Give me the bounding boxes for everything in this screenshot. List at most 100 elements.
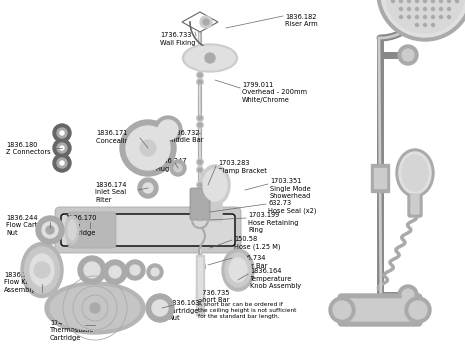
Circle shape (198, 160, 202, 164)
Ellipse shape (402, 155, 428, 191)
Text: 1836.247
Plug: 1836.247 Plug (155, 158, 186, 172)
Circle shape (399, 0, 403, 2)
Circle shape (381, 0, 465, 37)
FancyBboxPatch shape (61, 214, 235, 246)
Circle shape (130, 265, 140, 275)
Circle shape (416, 23, 418, 27)
Circle shape (84, 262, 100, 278)
Text: 1836.170
Flow
Cartridge: 1836.170 Flow Cartridge (65, 215, 97, 236)
Circle shape (198, 168, 202, 172)
Circle shape (416, 0, 418, 2)
Circle shape (151, 268, 159, 276)
Circle shape (120, 120, 176, 176)
Circle shape (198, 80, 202, 84)
Circle shape (42, 222, 58, 238)
Circle shape (57, 143, 67, 153)
Circle shape (196, 206, 204, 214)
Circle shape (152, 300, 168, 316)
Circle shape (60, 131, 64, 135)
Circle shape (200, 16, 212, 28)
Ellipse shape (222, 249, 254, 291)
Circle shape (377, 0, 465, 41)
Circle shape (385, 0, 465, 33)
Circle shape (198, 216, 202, 220)
Circle shape (196, 188, 204, 196)
Text: 150.58
Hose (1.25 M): 150.58 Hose (1.25 M) (234, 236, 280, 250)
Circle shape (447, 0, 451, 2)
Bar (196, 255, 204, 300)
Circle shape (398, 45, 418, 65)
Circle shape (36, 216, 64, 244)
Circle shape (399, 15, 403, 19)
Text: 1736.733
Wall Fixing: 1736.733 Wall Fixing (160, 32, 195, 46)
Circle shape (424, 7, 426, 10)
Circle shape (432, 23, 434, 27)
Circle shape (174, 164, 182, 172)
Text: 1836.166
Flow Knob
Assembly: 1836.166 Flow Knob Assembly (4, 272, 38, 293)
Circle shape (398, 285, 418, 305)
Circle shape (409, 301, 427, 319)
Bar (374, 168, 386, 188)
Circle shape (198, 73, 202, 77)
Ellipse shape (30, 254, 54, 286)
Circle shape (196, 121, 204, 129)
Ellipse shape (229, 258, 247, 282)
Circle shape (196, 114, 204, 122)
Circle shape (138, 178, 158, 198)
Circle shape (78, 256, 106, 284)
Text: 1836.174
Inlet Seal
Filter: 1836.174 Inlet Seal Filter (95, 182, 126, 203)
Ellipse shape (399, 152, 431, 194)
Ellipse shape (185, 46, 235, 70)
Circle shape (416, 15, 418, 19)
Circle shape (447, 15, 451, 19)
Circle shape (432, 15, 434, 19)
Bar (198, 257, 202, 298)
Circle shape (198, 123, 202, 127)
Bar (196, 290, 204, 315)
Circle shape (53, 139, 71, 157)
Circle shape (103, 260, 127, 284)
Circle shape (407, 0, 411, 2)
Circle shape (90, 303, 100, 313)
Text: 1836.171
Concealing Plates: 1836.171 Concealing Plates (96, 130, 155, 144)
Text: 1736.735
Short Bar: 1736.735 Short Bar (198, 290, 230, 303)
Ellipse shape (65, 216, 79, 244)
Circle shape (53, 124, 71, 142)
Text: 1703.351
Single Mode
Showerhead: 1703.351 Single Mode Showerhead (270, 178, 312, 199)
Circle shape (196, 78, 204, 86)
FancyBboxPatch shape (408, 191, 422, 217)
Circle shape (198, 190, 202, 194)
FancyBboxPatch shape (68, 212, 116, 248)
Circle shape (60, 161, 64, 165)
Circle shape (407, 15, 411, 19)
Circle shape (196, 214, 204, 222)
Ellipse shape (182, 44, 238, 72)
Circle shape (146, 294, 174, 322)
Circle shape (57, 128, 67, 138)
Circle shape (57, 158, 67, 168)
Text: 1836.182
Riser Arm: 1836.182 Riser Arm (285, 14, 318, 28)
Circle shape (405, 297, 431, 323)
Circle shape (439, 15, 443, 19)
Circle shape (198, 116, 202, 120)
Circle shape (46, 226, 54, 234)
Circle shape (125, 260, 145, 280)
Circle shape (402, 289, 414, 301)
Circle shape (402, 49, 414, 61)
Circle shape (34, 262, 50, 278)
Text: 1736.732
Middle Bar: 1736.732 Middle Bar (168, 130, 204, 144)
Text: 1836.164
Temperature
Knob Assembly: 1836.164 Temperature Knob Assembly (250, 268, 301, 289)
Circle shape (333, 301, 351, 319)
Circle shape (392, 0, 394, 2)
Text: 1799.011
Overhead - 200mm
White/Chrome: 1799.011 Overhead - 200mm White/Chrome (242, 82, 307, 103)
FancyBboxPatch shape (55, 207, 241, 253)
Circle shape (432, 7, 434, 10)
Circle shape (154, 116, 182, 144)
Circle shape (424, 23, 426, 27)
Circle shape (439, 0, 443, 2)
Text: 1836.244
Flow Cartridge
Nut: 1836.244 Flow Cartridge Nut (6, 215, 54, 236)
Circle shape (198, 183, 202, 187)
Circle shape (198, 208, 202, 212)
Circle shape (407, 7, 411, 10)
FancyBboxPatch shape (190, 188, 210, 220)
